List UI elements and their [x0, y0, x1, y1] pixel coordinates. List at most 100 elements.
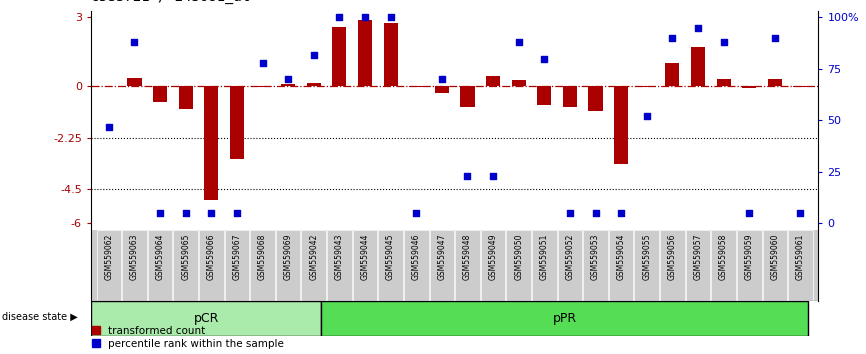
FancyBboxPatch shape: [148, 230, 172, 301]
FancyBboxPatch shape: [737, 230, 761, 301]
Text: GSM559046: GSM559046: [411, 234, 421, 280]
Text: GSM559055: GSM559055: [643, 234, 651, 280]
Text: GSM559049: GSM559049: [488, 234, 498, 280]
Bar: [91, 301, 321, 336]
Point: [589, 210, 603, 216]
Text: pCR: pCR: [193, 312, 219, 325]
Text: GSM559069: GSM559069: [284, 234, 293, 280]
FancyBboxPatch shape: [558, 230, 582, 301]
Point: [512, 39, 526, 45]
Bar: [229, 86, 244, 159]
Legend: transformed count, percentile rank within the sample: transformed count, percentile rank withi…: [92, 326, 284, 349]
FancyBboxPatch shape: [430, 230, 454, 301]
Text: GSM559068: GSM559068: [258, 234, 267, 280]
Text: GSM559066: GSM559066: [207, 234, 216, 280]
Text: GSM559052: GSM559052: [565, 234, 574, 280]
Bar: [563, 86, 577, 107]
Bar: [435, 86, 449, 93]
Text: GSM559065: GSM559065: [181, 234, 191, 280]
FancyBboxPatch shape: [635, 230, 659, 301]
Point: [461, 173, 475, 179]
Text: GSM559045: GSM559045: [386, 234, 395, 280]
FancyBboxPatch shape: [173, 230, 198, 301]
FancyBboxPatch shape: [327, 230, 352, 301]
FancyBboxPatch shape: [352, 230, 378, 301]
Text: GSM559042: GSM559042: [309, 234, 319, 280]
Bar: [321, 301, 808, 336]
FancyBboxPatch shape: [276, 230, 301, 301]
Text: GSM559061: GSM559061: [796, 234, 805, 280]
Text: pPR: pPR: [553, 312, 577, 325]
FancyBboxPatch shape: [122, 230, 146, 301]
FancyBboxPatch shape: [199, 230, 223, 301]
Text: GSM559062: GSM559062: [105, 234, 113, 280]
Text: GSM559043: GSM559043: [335, 234, 344, 280]
Bar: [153, 86, 167, 102]
FancyBboxPatch shape: [660, 230, 685, 301]
Bar: [589, 86, 603, 111]
Point: [793, 210, 807, 216]
Point: [358, 15, 372, 20]
FancyBboxPatch shape: [224, 230, 249, 301]
Bar: [127, 78, 141, 86]
Point: [691, 25, 705, 30]
Bar: [537, 86, 552, 105]
Point: [153, 210, 167, 216]
Bar: [204, 86, 218, 200]
Point: [127, 39, 141, 45]
Point: [410, 210, 423, 216]
Bar: [358, 20, 372, 86]
Bar: [691, 47, 705, 86]
Text: GSM559048: GSM559048: [463, 234, 472, 280]
Point: [384, 15, 397, 20]
Bar: [255, 86, 269, 87]
Text: GSM559058: GSM559058: [719, 234, 728, 280]
Bar: [461, 86, 475, 107]
FancyBboxPatch shape: [763, 230, 787, 301]
Bar: [409, 86, 423, 87]
Text: GSM559056: GSM559056: [668, 234, 677, 280]
FancyBboxPatch shape: [456, 230, 480, 301]
Bar: [614, 86, 628, 164]
Point: [742, 210, 756, 216]
Point: [665, 35, 679, 41]
Point: [178, 210, 192, 216]
Bar: [742, 86, 756, 88]
Point: [333, 15, 346, 20]
Text: disease state ▶: disease state ▶: [2, 312, 77, 322]
Bar: [665, 63, 680, 86]
Text: GSM559054: GSM559054: [617, 234, 625, 280]
Point: [486, 173, 500, 179]
Text: GSM559047: GSM559047: [437, 234, 446, 280]
Point: [538, 56, 552, 62]
Bar: [512, 80, 526, 86]
FancyBboxPatch shape: [686, 230, 710, 301]
Point: [435, 76, 449, 82]
Bar: [281, 84, 295, 86]
Bar: [640, 86, 654, 87]
Point: [614, 210, 628, 216]
Text: GSM559051: GSM559051: [540, 234, 549, 280]
Text: GDS3721 / 243681_at: GDS3721 / 243681_at: [91, 0, 250, 4]
Text: GSM559044: GSM559044: [360, 234, 370, 280]
Point: [230, 210, 244, 216]
Text: GSM559060: GSM559060: [771, 234, 779, 280]
Bar: [486, 76, 501, 86]
Point: [768, 35, 782, 41]
Text: GSM559059: GSM559059: [745, 234, 753, 280]
Point: [640, 113, 654, 119]
Point: [307, 52, 320, 57]
FancyBboxPatch shape: [788, 230, 812, 301]
Bar: [178, 86, 193, 109]
Bar: [793, 86, 807, 87]
Bar: [716, 79, 731, 86]
FancyBboxPatch shape: [507, 230, 531, 301]
Point: [204, 210, 218, 216]
FancyBboxPatch shape: [301, 230, 326, 301]
FancyBboxPatch shape: [532, 230, 557, 301]
Point: [102, 124, 116, 129]
FancyBboxPatch shape: [711, 230, 736, 301]
FancyBboxPatch shape: [609, 230, 633, 301]
Bar: [768, 79, 782, 86]
FancyBboxPatch shape: [481, 230, 506, 301]
